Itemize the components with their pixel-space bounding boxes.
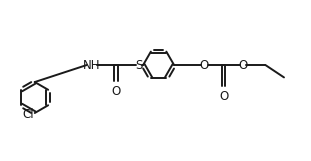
Text: O: O bbox=[200, 58, 209, 71]
Text: S: S bbox=[136, 58, 143, 71]
Text: O: O bbox=[219, 90, 228, 103]
Text: O: O bbox=[238, 58, 248, 71]
Text: Cl: Cl bbox=[23, 108, 34, 121]
Text: NH: NH bbox=[83, 58, 101, 71]
Text: O: O bbox=[111, 85, 120, 98]
